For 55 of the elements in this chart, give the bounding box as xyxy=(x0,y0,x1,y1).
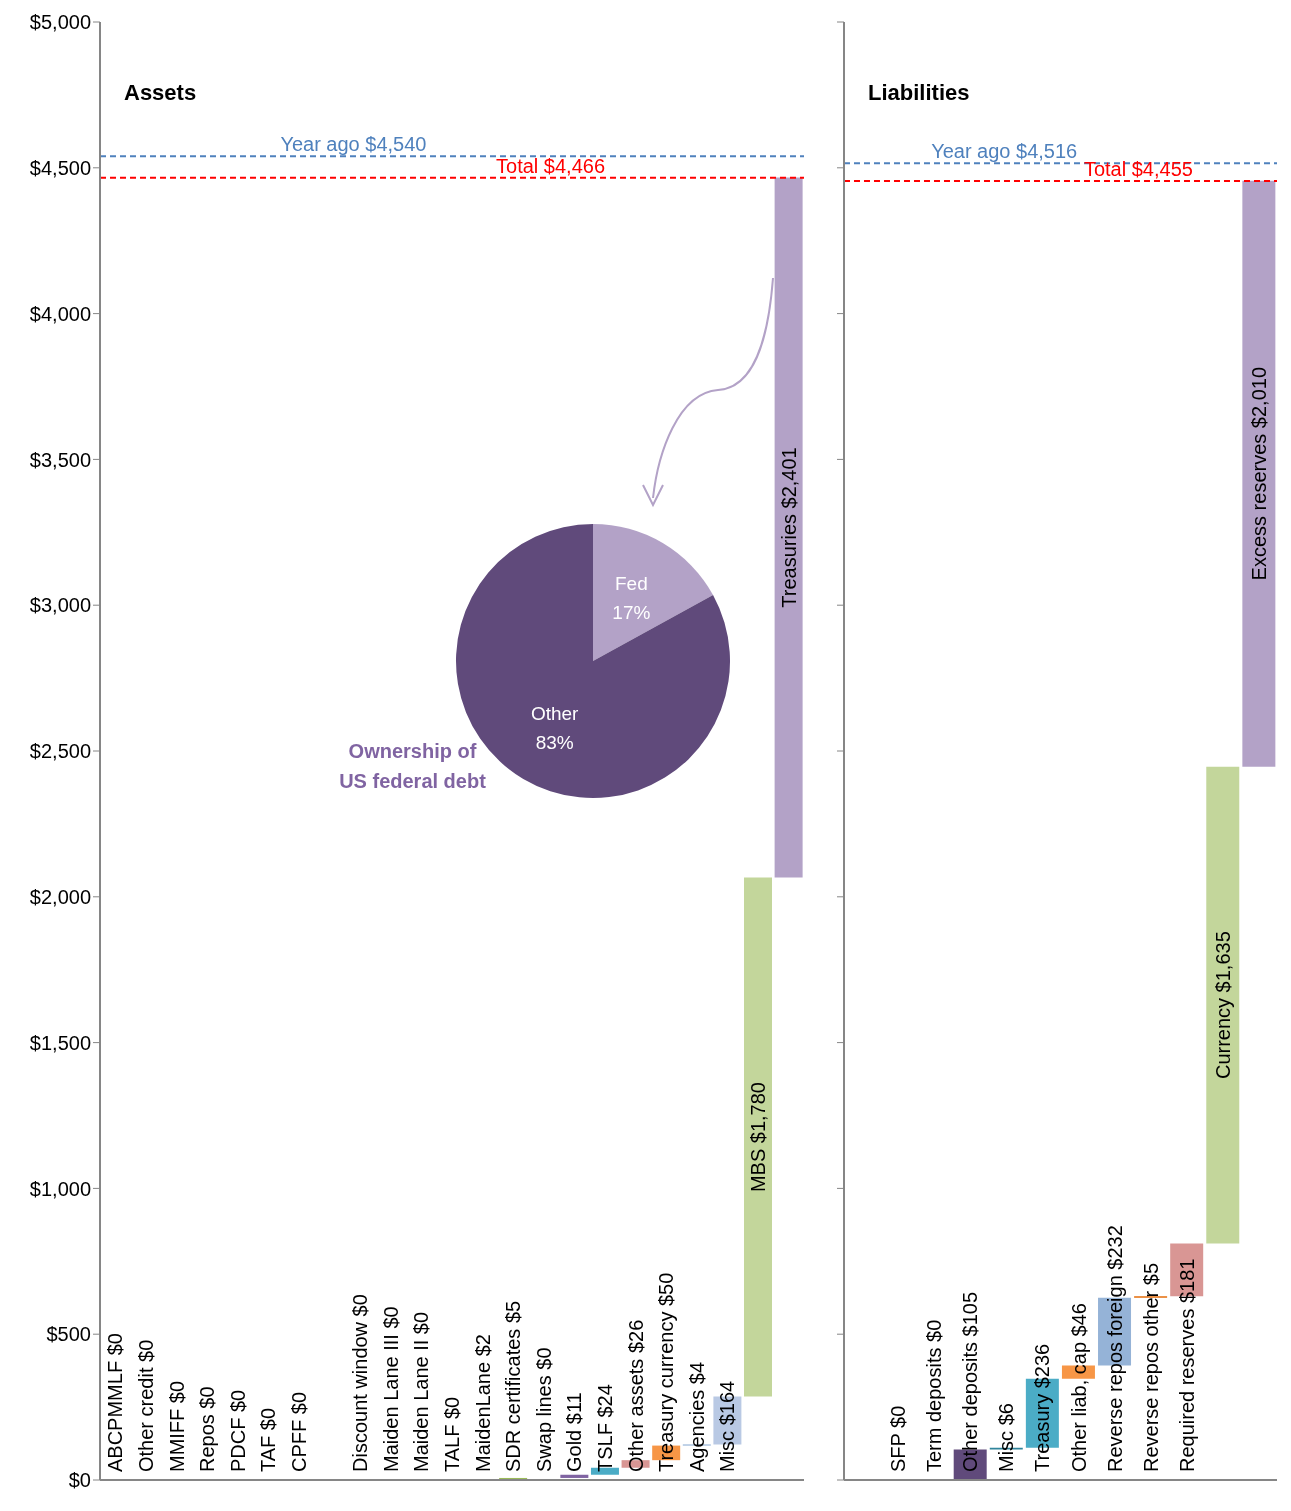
y-tick-label: $3,500 xyxy=(29,448,91,471)
y-tick-label: $1,500 xyxy=(29,1031,91,1054)
ref-line-label: Year ago $4,516 xyxy=(931,140,1078,163)
x-tick-label: Treasury currency $50 xyxy=(655,1272,678,1472)
y-tick-label: $1,000 xyxy=(29,1177,91,1200)
y-tick-label: $0 xyxy=(68,1469,91,1492)
x-tick-label: Swap lines $0 xyxy=(532,1347,555,1472)
x-tick-label: Other credit $0 xyxy=(134,1339,157,1472)
data-label: 83% xyxy=(535,731,574,753)
x-tick-label: Misc $6 xyxy=(995,1403,1018,1472)
x-tick-label: SDR certificates $5 xyxy=(502,1300,525,1472)
y-tick-label: $4,500 xyxy=(29,156,91,179)
x-tick-label: Term deposits $0 xyxy=(923,1319,946,1472)
x-tick-label: Agencies $4 xyxy=(685,1361,708,1472)
x-tick-label: Treasury $236 xyxy=(1031,1343,1054,1472)
ref-line-label: Total $4,466 xyxy=(496,154,606,177)
x-tick-label: TSLF $24 xyxy=(594,1384,617,1472)
x-tick-label: Treasuries $2,401 xyxy=(777,447,800,608)
x-tick-label: Gold $11 xyxy=(563,1392,586,1472)
y-tick-label: $5,000 xyxy=(29,11,91,34)
ref-line-label: Year ago $4,540 xyxy=(280,133,427,156)
x-tick-label: MBS $1,780 xyxy=(747,1082,770,1193)
x-tick-label: Other deposits $105 xyxy=(959,1291,982,1472)
text: Liabilities xyxy=(868,80,970,105)
x-tick-label: Discount window $0 xyxy=(349,1294,372,1472)
slice-label: Fed xyxy=(614,573,648,595)
x-tick-label: TALF $0 xyxy=(441,1396,463,1472)
y-tick-label: $3,000 xyxy=(29,594,91,617)
ref-line-label: Total $4,455 xyxy=(1083,157,1193,180)
x-tick-label: Repos $0 xyxy=(196,1386,219,1472)
x-tick-label: Misc $164 xyxy=(716,1380,739,1472)
x-tick-label: Other liab, cap $46 xyxy=(1067,1303,1090,1472)
y-tick-label: $500 xyxy=(46,1323,91,1346)
x-tick-label: MaidenLane $2 xyxy=(471,1334,494,1472)
x-tick-label: TAF $0 xyxy=(257,1407,280,1472)
x-tick-label: Reverse repos foreign $232 xyxy=(1103,1225,1126,1472)
x-tick-label: Required reserves $181 xyxy=(1175,1258,1198,1472)
text: Assets xyxy=(124,80,197,105)
x-tick-label: Excess reserves $2,010 xyxy=(1247,366,1270,581)
y-tick-label: $2,000 xyxy=(29,885,91,908)
x-tick-label: PDCF $0 xyxy=(226,1389,249,1472)
x-tick-label: MMIFF $0 xyxy=(165,1380,188,1472)
x-tick-label: SFP $0 xyxy=(887,1405,910,1472)
x-tick-label: Other assets $26 xyxy=(624,1319,647,1472)
x-tick-label: Maiden Lane III $0 xyxy=(379,1306,402,1472)
data-label: 17% xyxy=(612,601,651,623)
x-tick-label: Currency $1,635 xyxy=(1211,931,1234,1080)
x-tick-label: ABCPMMLF $0 xyxy=(104,1333,127,1472)
x-tick-label: Reverse repos other $5 xyxy=(1139,1262,1162,1472)
x-tick-label: Maiden Lane II $0 xyxy=(410,1311,433,1472)
y-tick-label: $4,000 xyxy=(29,302,91,325)
slice-label: Other xyxy=(530,703,580,725)
y-tick-label: $2,500 xyxy=(29,740,91,763)
text: Ownership of US federal debt xyxy=(338,739,487,794)
x-tick-label: CPFF $0 xyxy=(287,1391,310,1472)
